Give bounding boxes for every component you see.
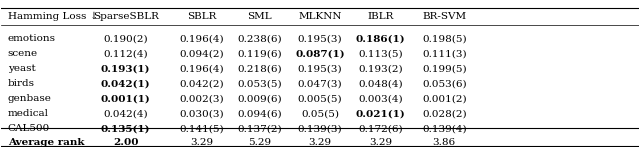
Text: 0.094(6): 0.094(6) xyxy=(237,109,282,118)
Text: 0.198(5): 0.198(5) xyxy=(422,34,467,43)
Text: 0.190(2): 0.190(2) xyxy=(103,34,148,43)
Text: 0.001(1): 0.001(1) xyxy=(100,94,150,103)
Text: emotions: emotions xyxy=(8,34,56,43)
Text: 3.29: 3.29 xyxy=(369,138,392,147)
Text: 0.030(3): 0.030(3) xyxy=(180,109,225,118)
Text: yeast: yeast xyxy=(8,64,35,73)
Text: 0.048(4): 0.048(4) xyxy=(358,79,403,88)
Text: Hamming Loss ↓: Hamming Loss ↓ xyxy=(8,12,98,21)
Text: 0.193(2): 0.193(2) xyxy=(358,64,403,73)
Text: SBLR: SBLR xyxy=(188,12,217,21)
Text: IBLR: IBLR xyxy=(367,12,394,21)
Text: 0.119(6): 0.119(6) xyxy=(237,49,282,58)
Text: 0.05(5): 0.05(5) xyxy=(301,109,339,118)
Text: 0.193(1): 0.193(1) xyxy=(101,64,150,73)
Text: medical: medical xyxy=(8,109,49,118)
Text: birds: birds xyxy=(8,79,35,88)
Text: 0.137(2): 0.137(2) xyxy=(237,124,282,133)
Text: 0.021(1): 0.021(1) xyxy=(356,109,405,118)
Text: 2.00: 2.00 xyxy=(113,138,138,147)
Text: 5.29: 5.29 xyxy=(248,138,271,147)
Text: 0.186(1): 0.186(1) xyxy=(356,34,405,43)
Text: 0.053(6): 0.053(6) xyxy=(422,79,467,88)
Text: 0.042(1): 0.042(1) xyxy=(101,79,150,88)
Text: 3.29: 3.29 xyxy=(191,138,214,147)
Text: 0.135(1): 0.135(1) xyxy=(101,124,150,133)
Text: 0.139(4): 0.139(4) xyxy=(422,124,467,133)
Text: 0.139(3): 0.139(3) xyxy=(298,124,342,133)
Text: 0.042(4): 0.042(4) xyxy=(103,109,148,118)
Text: SML: SML xyxy=(247,12,272,21)
Text: 0.047(3): 0.047(3) xyxy=(298,79,342,88)
Text: 0.042(2): 0.042(2) xyxy=(180,79,225,88)
Text: 0.199(5): 0.199(5) xyxy=(422,64,467,73)
Text: genbase: genbase xyxy=(8,94,52,103)
Text: 0.003(4): 0.003(4) xyxy=(358,94,403,103)
Text: 0.028(2): 0.028(2) xyxy=(422,109,467,118)
Text: SparseSBLR: SparseSBLR xyxy=(93,12,159,21)
Text: 0.113(5): 0.113(5) xyxy=(358,49,403,58)
Text: 0.002(3): 0.002(3) xyxy=(180,94,225,103)
Text: 0.009(6): 0.009(6) xyxy=(237,94,282,103)
Text: 0.094(2): 0.094(2) xyxy=(180,49,225,58)
Text: 0.087(1): 0.087(1) xyxy=(295,49,345,58)
Text: scene: scene xyxy=(8,49,38,58)
Text: 0.141(5): 0.141(5) xyxy=(180,124,225,133)
Text: 3.29: 3.29 xyxy=(308,138,332,147)
Text: 0.111(3): 0.111(3) xyxy=(422,49,467,58)
Text: 0.196(4): 0.196(4) xyxy=(180,64,225,73)
Text: 0.195(3): 0.195(3) xyxy=(298,64,342,73)
Text: 0.195(3): 0.195(3) xyxy=(298,34,342,43)
Text: 0.238(6): 0.238(6) xyxy=(237,34,282,43)
Text: 0.112(4): 0.112(4) xyxy=(103,49,148,58)
Text: 0.172(6): 0.172(6) xyxy=(358,124,403,133)
Text: 0.196(4): 0.196(4) xyxy=(180,34,225,43)
Text: 0.053(5): 0.053(5) xyxy=(237,79,282,88)
Text: MLKNN: MLKNN xyxy=(298,12,342,21)
Text: Average rank: Average rank xyxy=(8,138,84,147)
Text: 0.218(6): 0.218(6) xyxy=(237,64,282,73)
Text: 0.005(5): 0.005(5) xyxy=(298,94,342,103)
Text: 3.86: 3.86 xyxy=(433,138,456,147)
Text: BR-SVM: BR-SVM xyxy=(422,12,467,21)
Text: 0.001(2): 0.001(2) xyxy=(422,94,467,103)
Text: CAL500: CAL500 xyxy=(8,124,50,133)
